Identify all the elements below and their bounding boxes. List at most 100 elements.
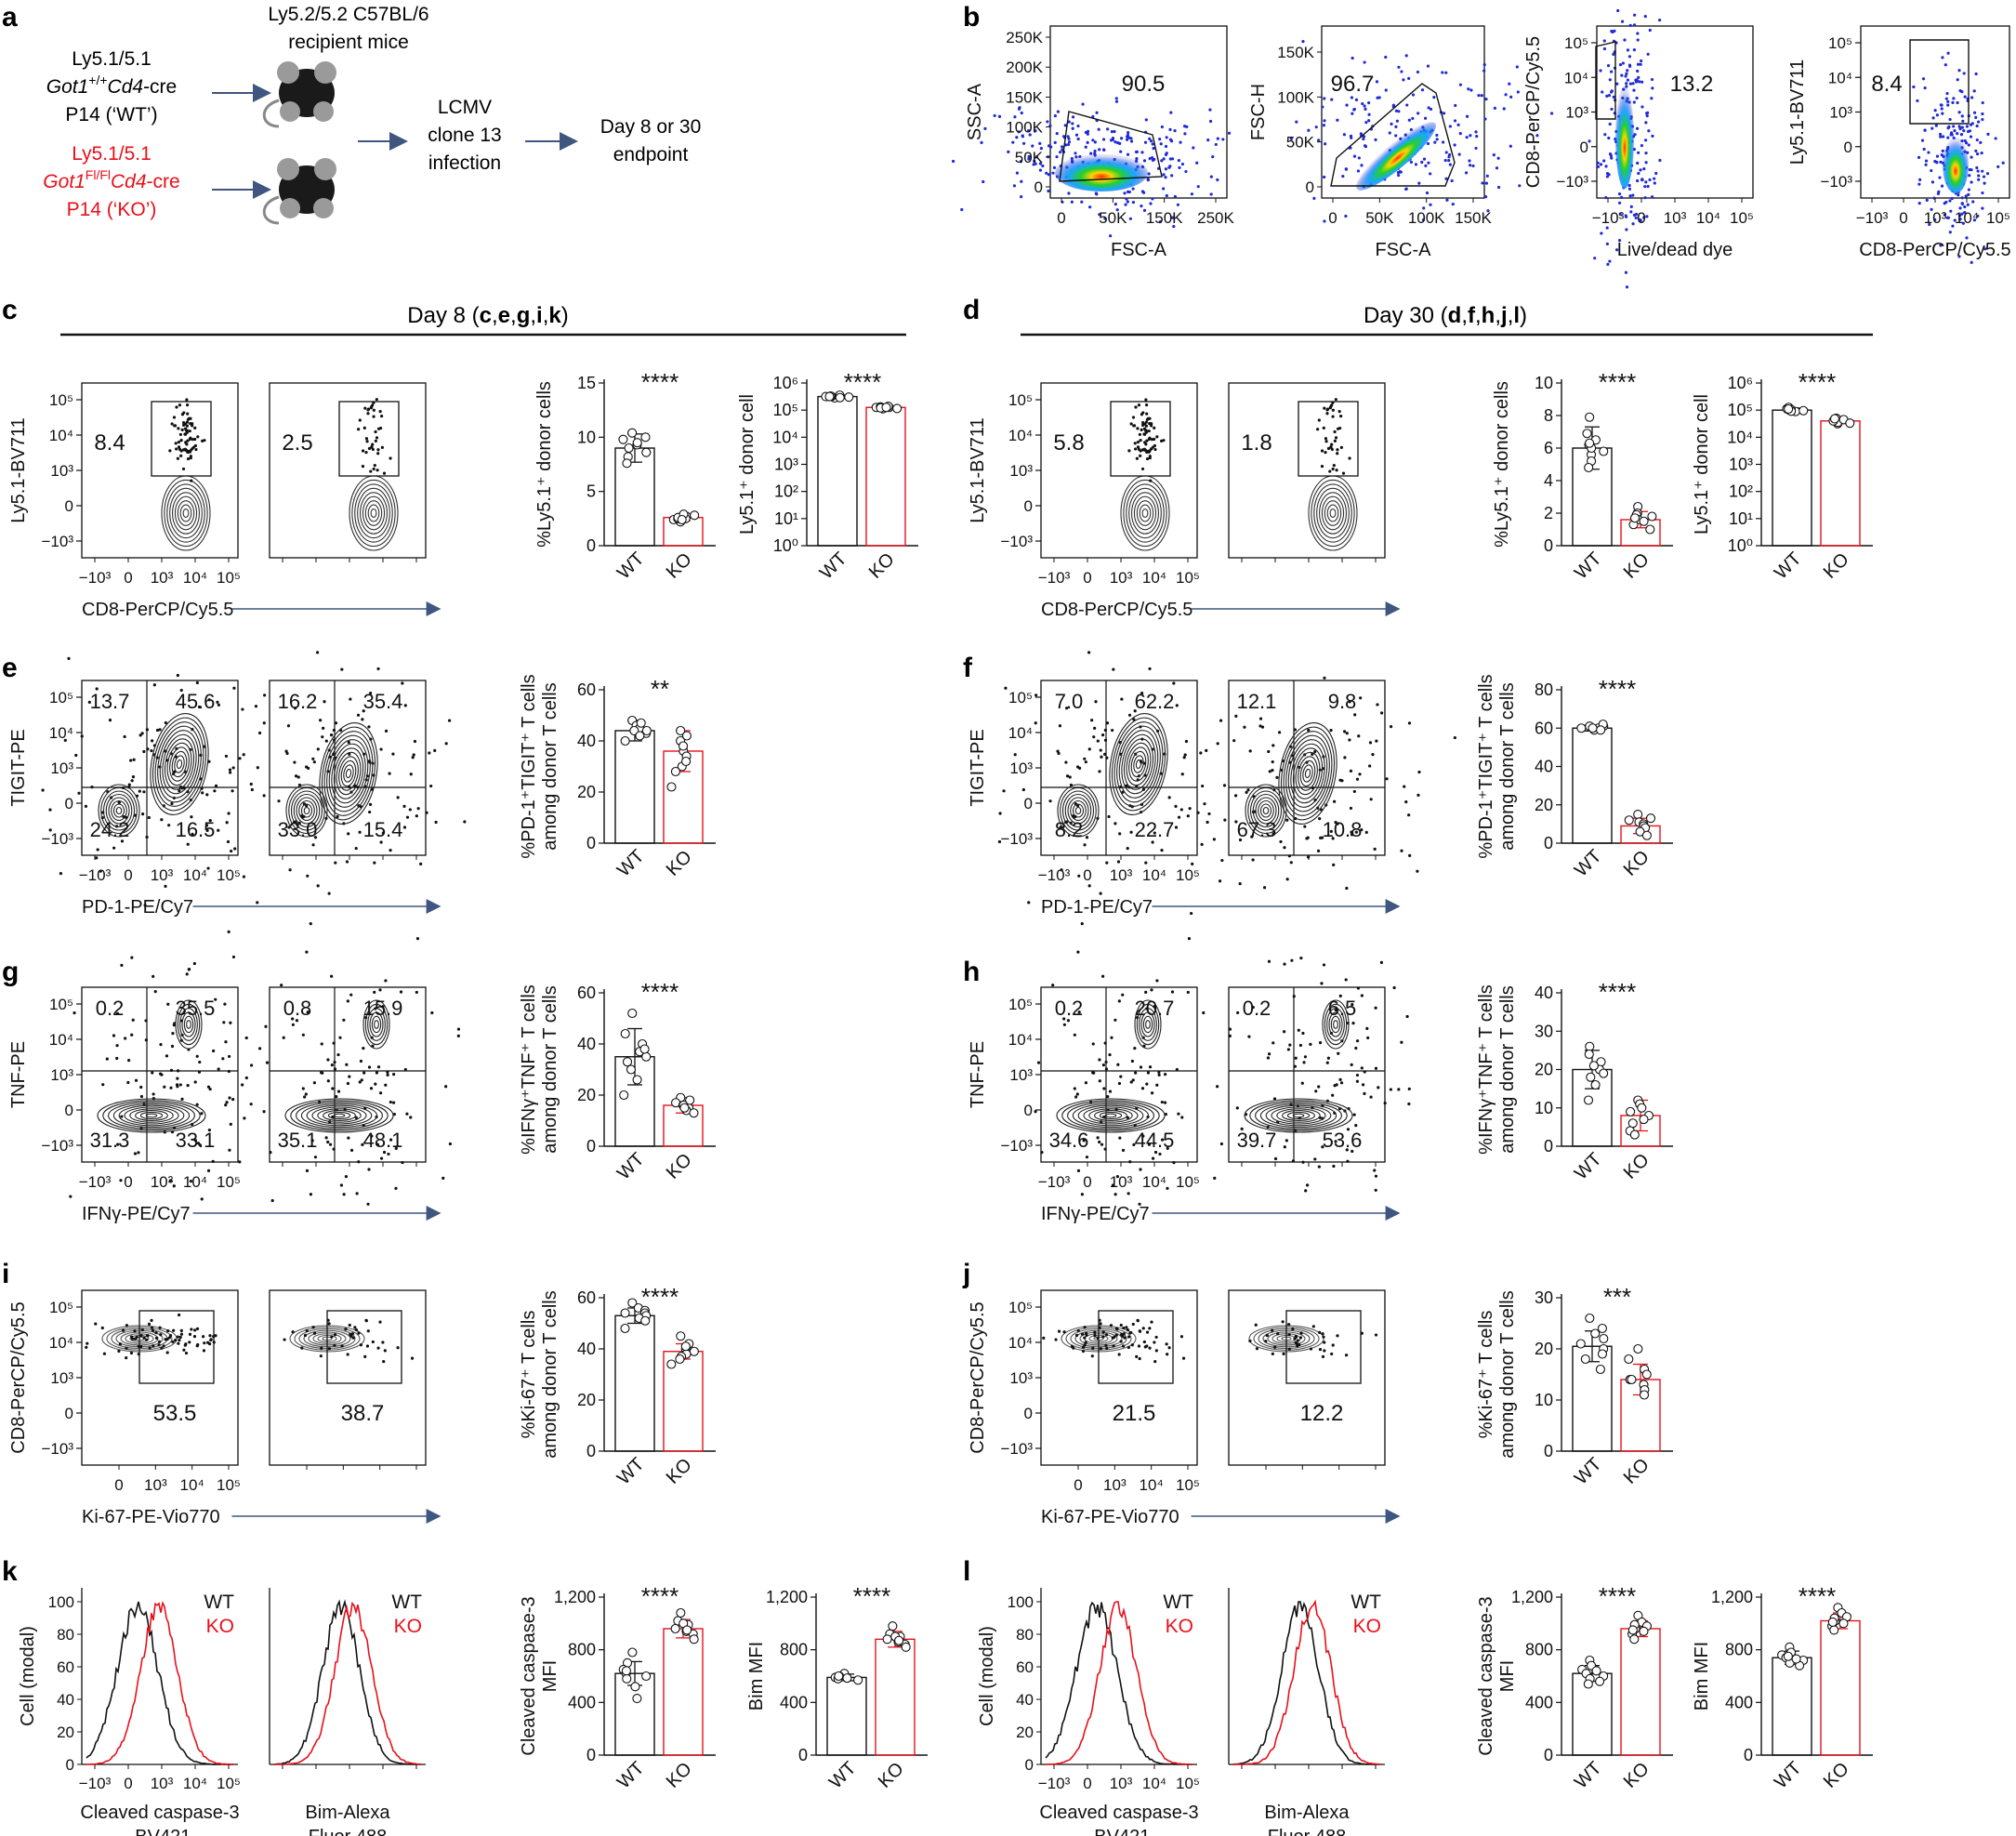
- event-dot: [134, 1078, 138, 1082]
- event-dot: [1099, 1322, 1102, 1326]
- legend-ko: KO: [206, 1616, 234, 1637]
- event-dot: [138, 789, 141, 793]
- event-dot: [184, 1351, 189, 1355]
- data-point: [1588, 1061, 1599, 1071]
- data-point: [620, 735, 630, 746]
- contour-ring: [1139, 1008, 1157, 1041]
- event-dot: [1307, 728, 1311, 732]
- event-dot: [1343, 756, 1347, 759]
- event-dot: [350, 1332, 355, 1336]
- flow-plot-e-ko: 16.2 35.433.0 15.4: [226, 651, 467, 905]
- event-dot: [192, 1335, 197, 1339]
- density-dot: [1148, 137, 1152, 140]
- contour-ring: [323, 731, 374, 816]
- contour-ring: [1088, 1108, 1133, 1123]
- density-dot: [1941, 56, 1944, 59]
- ytick-label: 0: [586, 536, 596, 555]
- flow-plot-c-wt: 8.4−10³ 0 10³ 10⁴ 10⁵: [79, 382, 241, 587]
- event-dot: [176, 456, 179, 460]
- density-dot: [1625, 228, 1628, 231]
- event-dot: [1272, 1041, 1275, 1045]
- density-dot: [1930, 168, 1933, 173]
- event-dot: [1113, 1018, 1117, 1022]
- density-dot: [1135, 150, 1139, 153]
- event-dot: [338, 1036, 342, 1039]
- event-dot: [1296, 1339, 1300, 1342]
- gating-ytick-label: 10⁵: [1828, 34, 1852, 52]
- density-dot: [1983, 247, 1987, 251]
- event-dot: [1397, 1088, 1401, 1091]
- event-dot: [344, 1175, 349, 1179]
- event-dot: [1331, 415, 1335, 418]
- density-dot: [1183, 132, 1187, 136]
- density-dot: [1618, 212, 1622, 217]
- density-dot: [1602, 39, 1606, 43]
- density-dot: [1972, 89, 1976, 93]
- contour-ring: [1121, 733, 1156, 795]
- density-dot: [1643, 185, 1647, 189]
- density-dot: [1609, 90, 1614, 94]
- event-dot: [1316, 428, 1320, 431]
- contour-ring: [351, 479, 396, 548]
- data-point: [676, 1331, 686, 1341]
- contour-ring: [1295, 751, 1321, 796]
- event-dot: [1334, 398, 1337, 402]
- event-dot: [1345, 732, 1349, 735]
- ytick-label: 10: [1535, 1391, 1553, 1409]
- event-dot: [1042, 1336, 1046, 1340]
- event-dot: [361, 449, 365, 453]
- event-dot: [1233, 794, 1238, 798]
- event-dot: [326, 1140, 330, 1144]
- event-dot: [170, 801, 174, 806]
- event-dot: [80, 734, 84, 738]
- density-dot: [1967, 129, 1970, 134]
- event-dot: [112, 846, 116, 850]
- event-dot: [1120, 697, 1124, 701]
- category-label: KO: [865, 549, 899, 583]
- density-dot: [1312, 196, 1316, 200]
- event-dot: [189, 455, 192, 458]
- event-dot: [242, 875, 246, 878]
- density-dot: [1951, 224, 1955, 228]
- category-label: WT: [613, 846, 649, 881]
- density-dot: [1021, 141, 1026, 145]
- event-dot: [1155, 1083, 1159, 1087]
- contour-ring: [1316, 487, 1350, 539]
- event-dot: [408, 808, 412, 812]
- density-dot: [1458, 83, 1462, 86]
- density-dot: [1041, 164, 1045, 168]
- density-dot: [1367, 112, 1371, 116]
- data-point: [1590, 1328, 1601, 1339]
- event-dot: [1099, 748, 1102, 752]
- event-dot: [181, 420, 186, 425]
- event-dot: [1389, 724, 1393, 729]
- density-dot: [1628, 194, 1632, 198]
- density-dot: [1151, 142, 1154, 146]
- density-dot: [1012, 184, 1017, 188]
- contour-ring: [300, 1103, 378, 1129]
- xtick-label: −10³: [79, 1775, 112, 1792]
- x-axis-title-2b: Fluor 488: [309, 1827, 388, 1836]
- density-dot: [1128, 217, 1132, 220]
- event-dot: [1348, 700, 1351, 704]
- event-dot: [1317, 418, 1321, 422]
- ytick-label: 20: [57, 1724, 74, 1741]
- density-dot: [1912, 85, 1916, 89]
- density-dot: [1160, 125, 1164, 129]
- event-dot: [332, 728, 336, 733]
- event-dot: [182, 411, 186, 415]
- event-dot: [244, 1036, 248, 1040]
- event-dot: [142, 790, 146, 794]
- density-dot: [1644, 152, 1648, 155]
- density-dot: [1975, 138, 1979, 142]
- event-dot: [1271, 769, 1274, 773]
- x-axis-title-2: Bim-Alexa: [1264, 1803, 1350, 1823]
- event-dot: [178, 1083, 182, 1087]
- event-dot: [1129, 422, 1133, 426]
- y-axis-title: FSC-H: [1248, 84, 1269, 140]
- density-dot: [1626, 78, 1629, 82]
- contour-ring: [1326, 504, 1339, 522]
- event-dot: [294, 774, 298, 778]
- event-dot: [1337, 410, 1341, 414]
